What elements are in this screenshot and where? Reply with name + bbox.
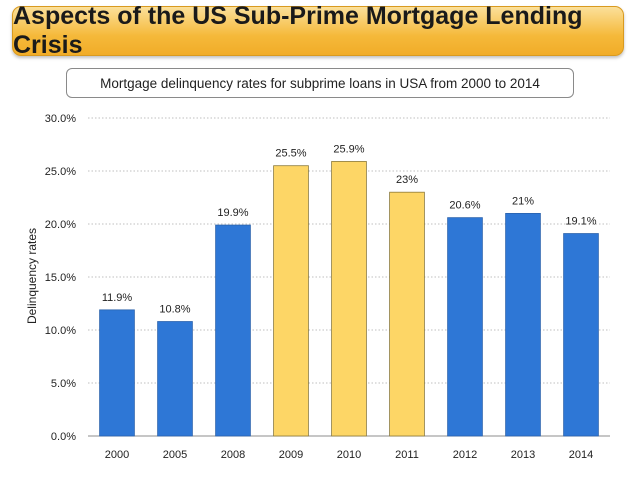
- bar-2011: [389, 191, 425, 437]
- page-title: Aspects of the US Sub-Prime Mortgage Len…: [13, 2, 583, 59]
- bar-2013: [505, 212, 541, 437]
- y-tick-label: 0.0%: [51, 431, 76, 443]
- data-label: 10.8%: [159, 304, 190, 316]
- x-tick-label: 2008: [221, 449, 245, 461]
- y-tick-label: 25.0%: [45, 166, 76, 178]
- x-tick-label: 2010: [337, 449, 361, 461]
- bars: [99, 161, 599, 437]
- x-tick-label: 2000: [105, 449, 129, 461]
- bar-2005: [157, 321, 193, 437]
- data-label: 21%: [512, 195, 534, 207]
- title-banner: Aspects of the US Sub-Prime Mortgage Len…: [12, 2, 624, 59]
- x-tick-labels: 2000 2005 2008 2009 2010 2011 2012 2013 2014: [105, 449, 593, 461]
- x-tick-label: 2009: [279, 449, 303, 461]
- y-tick-label: 20.0%: [45, 219, 76, 231]
- y-tick-label: 10.0%: [45, 325, 76, 337]
- subtitle-box: Mortgage delinquency rates for subprime …: [66, 68, 574, 98]
- chart-subtitle: Mortgage delinquency rates for subprime …: [100, 75, 540, 91]
- y-tick-label: 5.0%: [51, 378, 76, 390]
- y-tick-label: 30.0%: [45, 113, 76, 125]
- data-label: 23%: [396, 174, 418, 186]
- data-label: 25.5%: [275, 148, 306, 160]
- x-tick-label: 2012: [453, 449, 477, 461]
- bar-2010: [331, 161, 367, 437]
- y-tick-labels: 0.0% 5.0% 10.0% 15.0% 20.0% 25.0% 30.0%: [45, 113, 76, 443]
- data-label: 19.9%: [217, 207, 248, 219]
- y-tick-label: 15.0%: [45, 272, 76, 284]
- bar-2008: [215, 224, 251, 437]
- data-label: 25.9%: [333, 143, 364, 155]
- y-axis-title: Delinquency rates: [25, 228, 39, 324]
- bar-2009: [273, 165, 309, 437]
- x-tick-label: 2005: [163, 449, 187, 461]
- data-labels: 11.9% 10.8% 19.9% 25.5% 25.9% 23% 20.6% 21% 19.1…: [102, 143, 597, 315]
- data-label: 11.9%: [102, 292, 133, 304]
- data-label: 19.1%: [565, 216, 596, 228]
- x-tick-label: 2014: [569, 449, 593, 461]
- bar-2000: [99, 309, 135, 437]
- bar-2012: [447, 217, 483, 437]
- x-tick-label: 2011: [395, 449, 419, 461]
- data-label: 20.6%: [449, 200, 480, 212]
- x-tick-label: 2013: [511, 449, 535, 461]
- bar-2014: [563, 233, 599, 437]
